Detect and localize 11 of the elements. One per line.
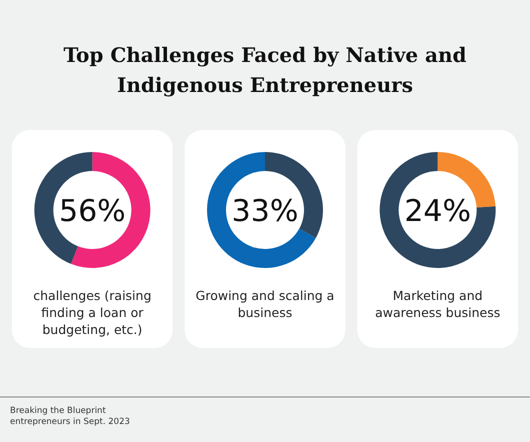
text: Top Challenges Faced by Native and Indigenous Entrepreneurs [63, 43, 467, 97]
text: entrepreneurs in Sept. 2023 [10, 417, 130, 427]
text: Marketing and awareness business [375, 288, 500, 320]
text: Growing and scaling a business [196, 288, 334, 320]
text: 56% [58, 194, 126, 229]
text: challenges (raising finding a loan or budgeting, etc.) [33, 288, 152, 337]
text: Breaking the Blueprint [10, 406, 106, 416]
donut-slice [380, 152, 496, 268]
text: 33% [232, 194, 298, 229]
text: 24% [404, 194, 472, 229]
donut-slice [207, 152, 316, 268]
